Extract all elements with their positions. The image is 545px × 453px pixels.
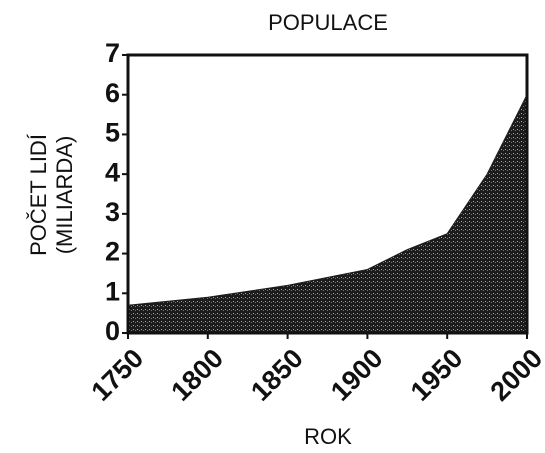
x-tick-label: 1750 xyxy=(86,343,150,407)
x-tick-label: 1850 xyxy=(245,343,309,407)
y-tick-label: 0 xyxy=(105,316,120,346)
y-tick-label: 1 xyxy=(105,276,120,306)
y-tick-label: 3 xyxy=(105,197,120,227)
y-tick-label: 5 xyxy=(105,118,120,148)
x-tick-label: 2000 xyxy=(485,343,545,407)
chart-title: POPULACE xyxy=(268,10,388,35)
y-tick-label: 7 xyxy=(105,38,120,68)
y-tick-label: 4 xyxy=(105,157,120,187)
area xyxy=(127,94,528,334)
y-tick-label: 6 xyxy=(105,78,120,108)
x-tick-label: 1950 xyxy=(405,343,469,407)
x-axis-label: ROK xyxy=(304,424,352,449)
plot-frame xyxy=(126,53,529,335)
y-axis-label: (MILIARDA) xyxy=(52,136,77,255)
y-axis-label: POČET LIDÍ xyxy=(26,133,51,256)
x-tick-label: 1800 xyxy=(165,343,229,407)
x-tick-label: 1900 xyxy=(325,343,389,407)
y-tick-label: 2 xyxy=(105,237,120,267)
